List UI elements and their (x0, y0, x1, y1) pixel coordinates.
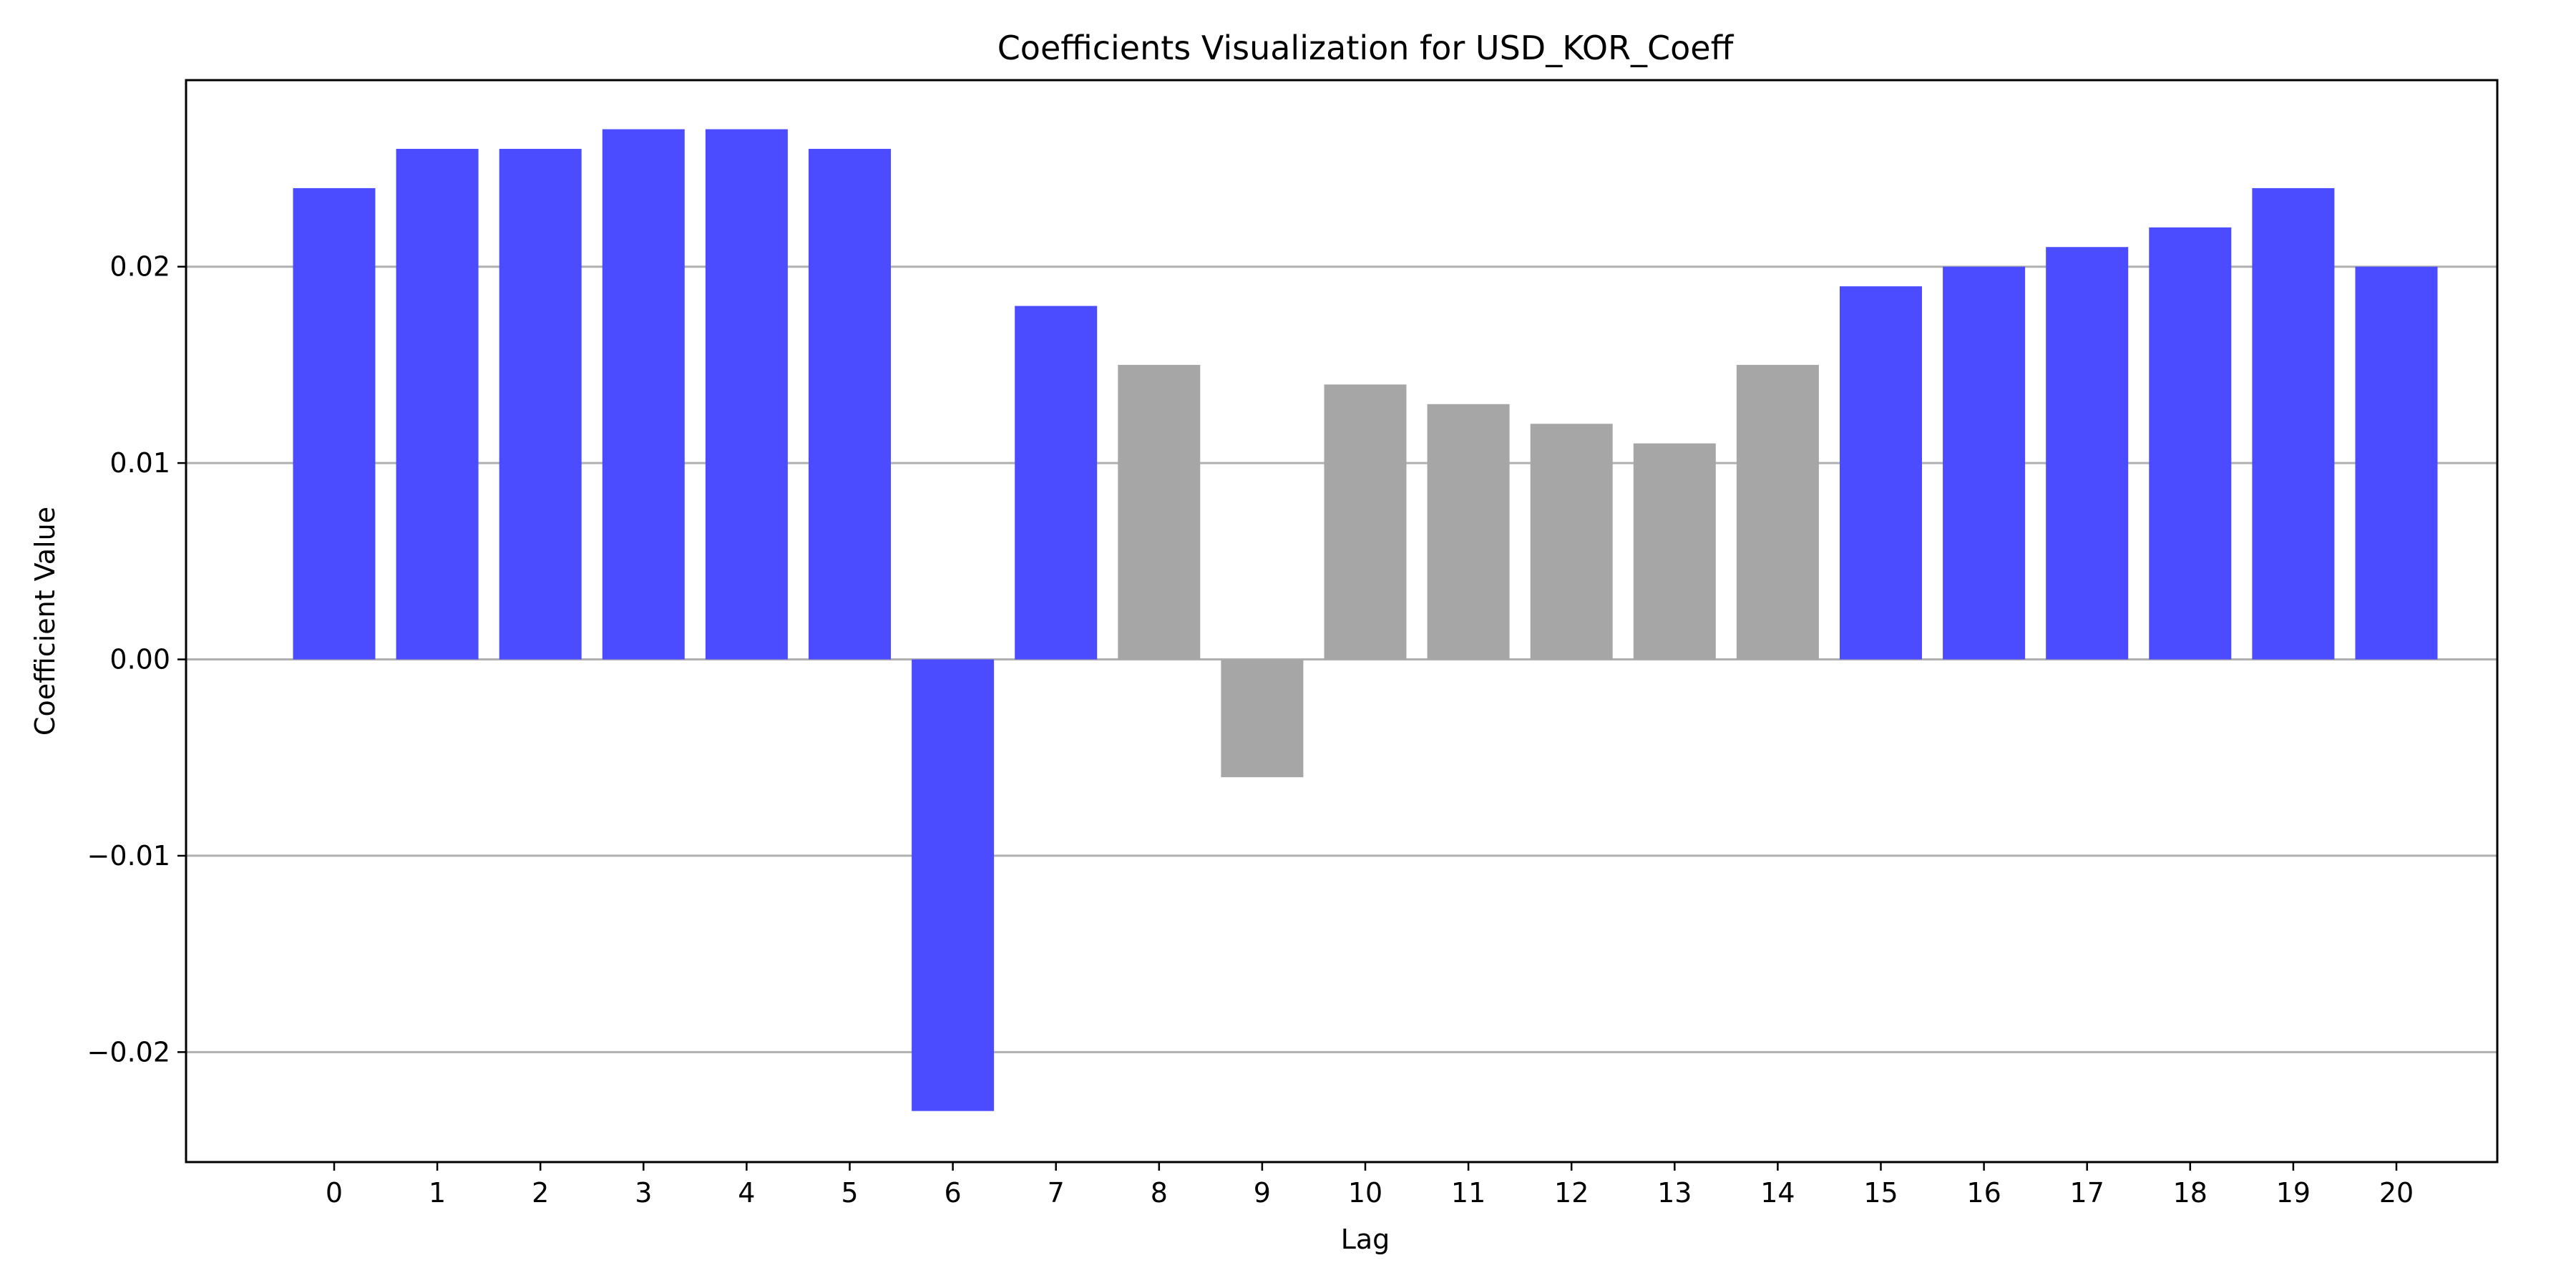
bar-lag-7 (1015, 306, 1098, 660)
bar-lag-6 (912, 659, 995, 1111)
x-tick-label: 13 (1657, 1177, 1692, 1209)
x-tick-label: 0 (326, 1177, 343, 1209)
x-tick-label: 16 (1966, 1177, 2001, 1209)
y-tick-label: 0.02 (109, 251, 170, 283)
bars (293, 129, 2438, 1111)
x-tick-label: 20 (2379, 1177, 2414, 1209)
chart-title: Coefficients Visualization for USD_KOR_C… (997, 29, 1735, 67)
plot-frame (185, 79, 2499, 1163)
y-axis-label: Coefficient Value (29, 507, 61, 736)
bar-lag-19 (2252, 187, 2335, 660)
bar-lag-4 (705, 129, 788, 660)
bar-lag-16 (1943, 266, 2026, 660)
x-tick-label: 17 (2070, 1177, 2104, 1209)
x-axis-label: Lag (1341, 1224, 1390, 1255)
x-tick-label: 4 (738, 1177, 755, 1209)
x-tick-label: 12 (1554, 1177, 1589, 1209)
x-tick-label: 1 (429, 1177, 446, 1209)
bar-lag-5 (809, 149, 891, 660)
bar-lag-0 (293, 187, 376, 660)
y-tick-label: −0.01 (87, 840, 170, 872)
x-tick-label: 18 (2173, 1177, 2207, 1209)
bar-lag-20 (2355, 266, 2438, 660)
bar-lag-3 (602, 129, 685, 660)
bar-lag-10 (1324, 384, 1407, 660)
bar-lag-15 (1840, 286, 1922, 660)
y-tick-label: 0.01 (109, 447, 170, 479)
bar-lag-2 (499, 149, 582, 660)
x-tick-label: 19 (2276, 1177, 2311, 1209)
bar-lag-12 (1530, 424, 1613, 660)
x-tick-label: 7 (1048, 1177, 1065, 1209)
bar-lag-9 (1221, 659, 1304, 778)
x-tick-label: 14 (1760, 1177, 1795, 1209)
x-axis-ticks: 0 1 2 3 4 5 6 7 8 9 10 11 12 13 14 15 16 17 18 19 20 (326, 1162, 2414, 1209)
bar-lag-13 (1633, 443, 1716, 660)
bar-lag-11 (1427, 404, 1510, 660)
bar-lag-18 (2149, 227, 2232, 660)
bar-lag-8 (1118, 364, 1201, 660)
y-tick-label: 0.00 (109, 644, 170, 675)
x-tick-label: 10 (1348, 1177, 1382, 1209)
x-tick-label: 15 (1863, 1177, 1898, 1209)
x-tick-label: 3 (635, 1177, 652, 1209)
bar-lag-1 (396, 149, 479, 660)
x-tick-label: 2 (532, 1177, 549, 1209)
y-tick-label: −0.02 (87, 1036, 170, 1068)
x-tick-label: 11 (1451, 1177, 1485, 1209)
x-tick-label: 8 (1151, 1177, 1168, 1209)
x-tick-label: 5 (841, 1177, 858, 1209)
y-axis-ticks: −0.02 −0.01 0.00 0.01 0.02 (87, 251, 186, 1068)
bar-lag-14 (1736, 364, 1819, 660)
x-tick-label: 9 (1254, 1177, 1271, 1209)
x-tick-label: 6 (945, 1177, 962, 1209)
bar-lag-17 (2046, 247, 2129, 660)
